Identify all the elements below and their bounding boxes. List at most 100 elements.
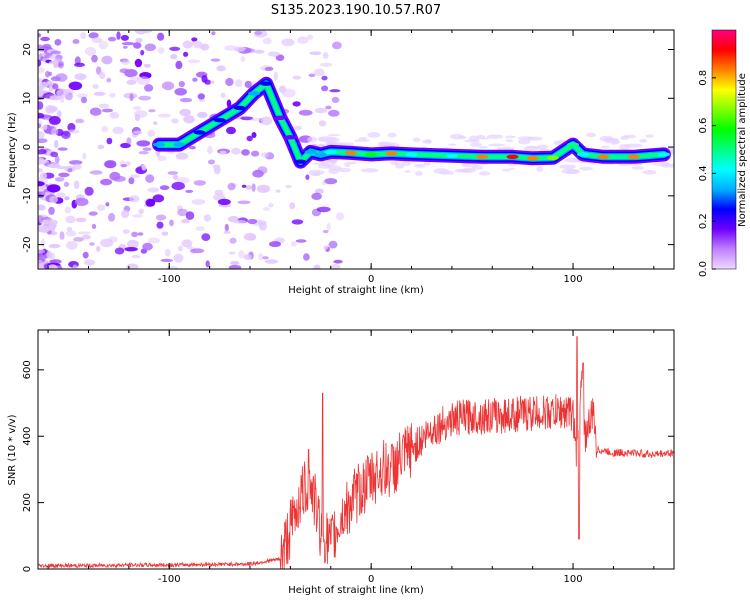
noise-speckle xyxy=(38,59,42,67)
noise-speckle xyxy=(183,51,189,57)
noise-speckle xyxy=(65,240,78,250)
noise-speckle xyxy=(307,34,313,40)
noise-speckle xyxy=(135,37,143,43)
noise-speckle xyxy=(243,254,252,260)
noise-speckle xyxy=(80,96,88,104)
noise-speckle xyxy=(313,264,321,269)
halo-speckle xyxy=(586,132,596,138)
noise-speckle xyxy=(38,33,42,38)
ridge-point xyxy=(193,130,206,135)
y-tick-label: 400 xyxy=(22,427,33,446)
noise-speckle xyxy=(57,147,68,151)
noise-speckle xyxy=(93,91,106,96)
noise-speckle xyxy=(109,171,121,181)
noise-speckle xyxy=(54,177,65,182)
noise-speckle xyxy=(191,37,198,42)
noise-speckle xyxy=(257,220,267,226)
noise-speckle xyxy=(51,127,59,136)
noise-speckle xyxy=(303,253,310,261)
noise-speckle xyxy=(137,232,144,236)
noise-speckle xyxy=(47,264,58,269)
noise-speckle xyxy=(91,224,97,229)
noise-speckle xyxy=(120,164,128,168)
noise-speckle xyxy=(195,226,205,232)
noise-speckle xyxy=(138,208,144,215)
noise-speckle xyxy=(237,200,251,205)
noise-speckle xyxy=(77,231,92,235)
noise-speckle xyxy=(106,77,112,83)
noise-speckle xyxy=(38,259,44,269)
spectrogram-ylabel: Frequency (Hz) xyxy=(7,112,18,188)
noise-speckle xyxy=(248,234,257,241)
halo-speckle xyxy=(478,171,491,176)
ridge-point xyxy=(213,118,226,123)
noise-speckle xyxy=(97,144,105,150)
noise-speckle xyxy=(56,166,70,170)
noise-speckle xyxy=(179,97,193,103)
noise-speckle xyxy=(101,108,114,113)
noise-speckle xyxy=(262,37,272,45)
noise-speckle xyxy=(48,206,55,215)
colorbar-label: Normalized spectral amplitude xyxy=(737,73,748,227)
noise-speckle xyxy=(336,212,345,221)
noise-speckle xyxy=(190,248,205,254)
noise-speckle xyxy=(210,80,215,84)
noise-speckle xyxy=(141,164,147,171)
noise-speckle xyxy=(38,147,42,150)
noise-speckle xyxy=(322,52,329,59)
noise-speckle xyxy=(191,40,203,47)
noise-speckle xyxy=(223,230,231,234)
noise-speckle xyxy=(38,181,45,187)
ridge-point xyxy=(597,154,610,159)
noise-speckle xyxy=(228,251,236,255)
noise-speckle xyxy=(104,160,117,169)
noise-speckle xyxy=(83,259,96,266)
colorbar-strip xyxy=(711,29,737,270)
noise-speckle xyxy=(122,45,128,49)
noise-speckle xyxy=(157,47,165,54)
noise-speckle xyxy=(74,197,89,207)
noise-speckle xyxy=(65,230,77,237)
noise-speckle xyxy=(101,55,113,65)
halo-speckle xyxy=(458,135,467,140)
halo-speckle xyxy=(307,136,318,143)
noise-speckle xyxy=(42,43,52,52)
noise-speckle xyxy=(244,80,252,88)
ridge-point xyxy=(153,142,166,147)
noise-speckle xyxy=(185,189,194,193)
noise-speckle xyxy=(167,171,179,175)
noise-speckle xyxy=(100,238,114,248)
noise-speckle xyxy=(262,256,269,260)
noise-speckle xyxy=(172,174,179,180)
noise-speckle xyxy=(211,31,216,36)
noise-speckle xyxy=(38,130,45,140)
ridge-point xyxy=(405,152,418,157)
noise-speckle xyxy=(84,46,97,56)
noise-speckle xyxy=(253,49,265,54)
noise-speckle xyxy=(50,231,56,236)
noise-speckle xyxy=(269,241,281,248)
noise-speckle xyxy=(142,147,152,151)
noise-speckle xyxy=(295,239,307,243)
noise-speckle xyxy=(49,196,58,204)
noise-speckle xyxy=(128,177,135,185)
noise-speckle xyxy=(64,206,72,214)
x-tick-label: -100 xyxy=(158,274,181,285)
noise-speckle xyxy=(134,113,141,122)
noise-speckle xyxy=(65,215,76,224)
noise-speckle xyxy=(92,84,99,89)
noise-speckle xyxy=(54,39,62,46)
noise-speckle xyxy=(39,81,49,88)
noise-speckle xyxy=(55,192,66,198)
noise-speckle xyxy=(289,202,296,210)
noise-speckle xyxy=(91,37,103,43)
noise-speckle xyxy=(132,42,142,49)
noise-speckle xyxy=(231,147,241,155)
noise-speckle xyxy=(155,214,167,221)
noise-speckle xyxy=(181,239,193,248)
noise-speckle xyxy=(38,249,46,254)
noise-speckle xyxy=(208,159,215,165)
noise-speckle xyxy=(309,51,322,55)
noise-speckle xyxy=(59,231,65,240)
spectrogram-xlabel: Height of straight line (km) xyxy=(288,285,424,296)
